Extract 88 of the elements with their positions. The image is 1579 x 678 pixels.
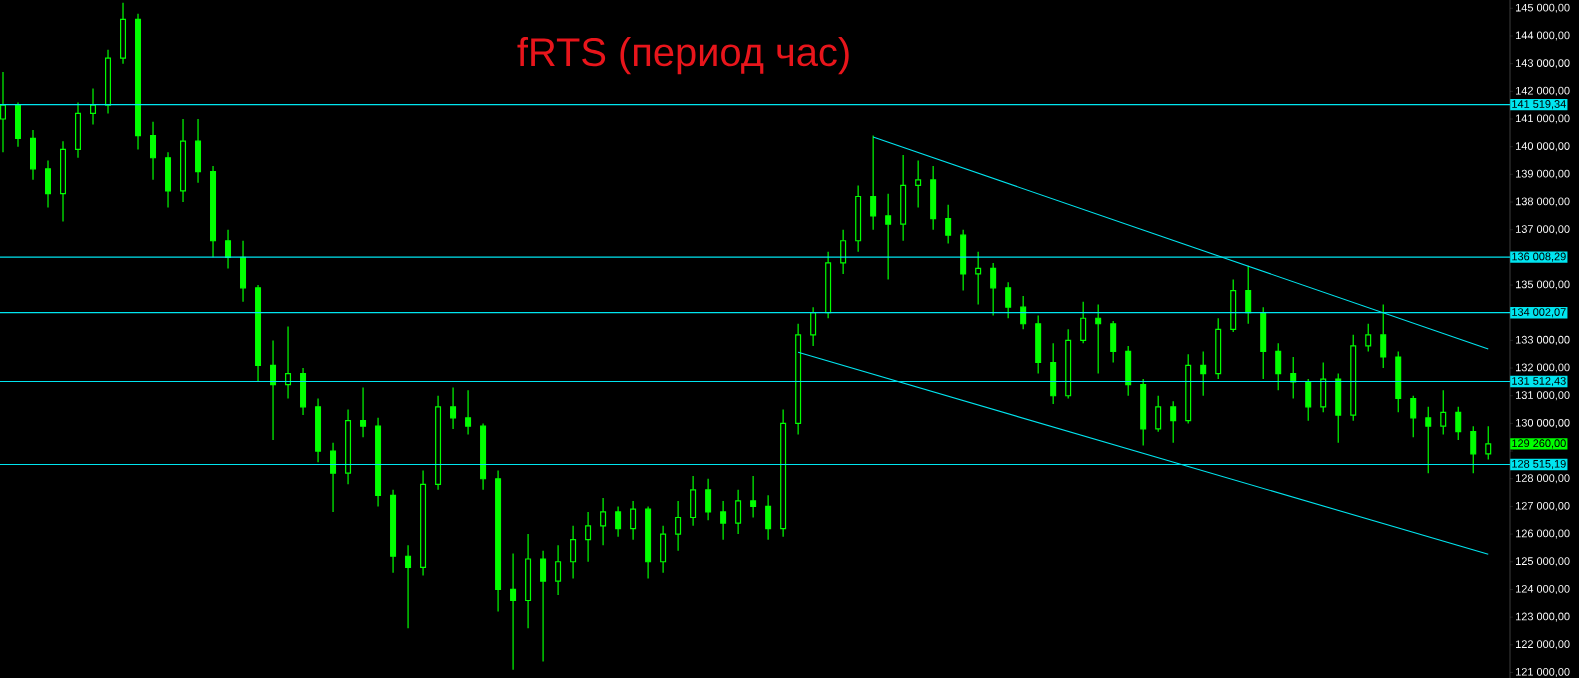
candlestick [165,151,172,209]
candlestick [30,129,37,181]
candlestick [675,500,682,552]
candlestick [390,489,397,574]
candlestick [735,489,742,535]
candlestick [855,184,862,253]
candlestick [135,13,142,151]
candlestick [510,552,517,671]
text: fRTS (период час) [517,37,849,75]
y-tick-label: 137 000,00 [1516,225,1570,235]
candlestick [525,533,532,629]
candlestick [345,408,352,485]
candlestick [645,505,652,579]
candlestick [435,395,442,491]
candlestick [540,550,547,662]
candlestick [840,229,847,275]
candlestick [660,525,667,574]
ref-line-label: 131 512,43 [1512,377,1566,387]
y-tick-label: 145 000,00 [1516,3,1570,13]
y-tick-label: 123 000,00 [1516,612,1570,622]
text: 129 260,00 [1512,439,1566,449]
candlestick [195,118,202,184]
candlestick [795,323,802,436]
candlestick [210,165,217,258]
candlestick [375,417,382,508]
candlestick [60,140,67,222]
candlestick [570,525,577,579]
candlestick [885,193,892,281]
candlestick [240,240,247,303]
y-tick-label: 141 000,00 [1516,114,1570,124]
candlestick [615,505,622,538]
y-tick-label: 127 000,00 [1516,501,1570,511]
y-tick-label: 144 000,00 [1516,31,1570,41]
y-tick-label: 121 000,00 [1516,667,1570,677]
ref-line-label: 136 008,29 [1512,252,1566,262]
candlestick [465,389,472,436]
candlestick [105,49,112,115]
candlestick [75,101,82,159]
candlestick [585,511,592,563]
candlestick [495,469,502,613]
candlestick [600,497,607,546]
candlestick [420,469,427,577]
candlestick [555,544,562,596]
candlestick [705,478,712,521]
candlestick [780,408,787,538]
candlestick [90,87,97,126]
y-tick-label: 139 000,00 [1516,169,1570,179]
y-tick-label: 135 000,00 [1516,280,1570,290]
candlestick [810,306,817,347]
candlestick [750,475,757,519]
y-tick-label: 125 000,00 [1516,557,1570,567]
y-tick-label: 128 000,00 [1516,474,1570,484]
candlestick [480,422,487,491]
candlestick [15,101,21,148]
y-tick-label: 143 000,00 [1516,59,1570,69]
candlestick [255,284,262,383]
candlestick [915,159,922,209]
ref-line-label: 141 519,34 [1512,100,1566,110]
candlestick [180,118,187,203]
candlestick [300,367,307,416]
y-tick-label: 142 000,00 [1516,86,1570,96]
y-tick-label: 140 000,00 [1516,142,1570,152]
ref-line-label: 134 002,07 [1512,308,1566,318]
candlestick [150,121,157,181]
y-tick-label: 124 000,00 [1516,584,1570,594]
candlestick [360,386,367,438]
ref-line-label: 128 515,19 [1512,459,1566,470]
candlestick [270,339,277,441]
y-tick-label: 132 000,00 [1516,363,1570,373]
candlestick [45,159,52,209]
y-tick-label: 130 000,00 [1516,418,1570,428]
y-tick-label: 126 000,00 [1516,529,1570,539]
y-tick-label: 122 000,00 [1516,640,1570,650]
candlestick [720,500,727,541]
candlestick [225,229,232,270]
y-tick-label: 131 000,00 [1516,391,1570,401]
candlestick [285,325,292,400]
candlestick [690,475,697,527]
candlestick [765,494,772,541]
candlestick [825,251,832,319]
candlestick [405,544,412,629]
candlestick [630,500,637,541]
candlestick [330,442,337,513]
candlestick [315,397,322,463]
candlestick [450,386,457,430]
y-tick-label: 133 000,00 [1516,335,1570,345]
candlestick [870,134,877,231]
y-tick-label: 138 000,00 [1516,197,1570,207]
